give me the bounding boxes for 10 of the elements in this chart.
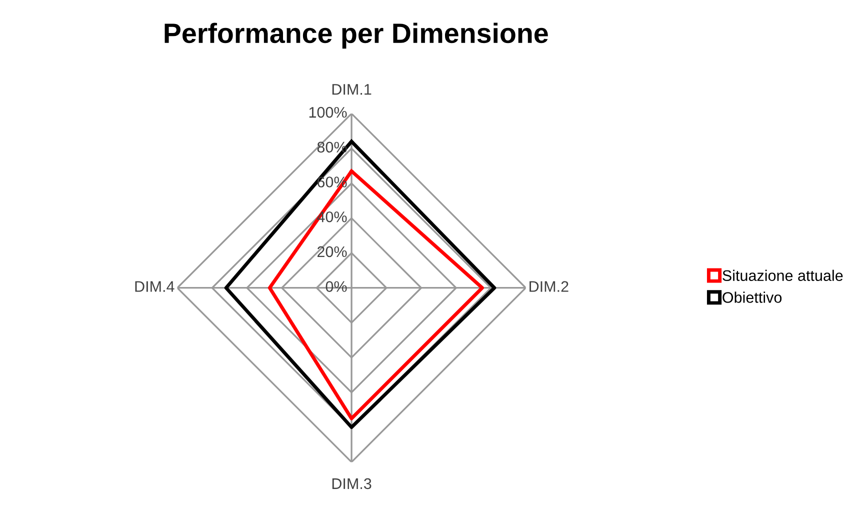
spoke-label: DIM.3 (332, 478, 372, 490)
y-tick-label: 100% (309, 106, 347, 118)
y-tick-label: 0% (326, 281, 347, 292)
chart-title: Performance per Dimensione (164, 22, 548, 49)
spoke-label: DIM.4 (135, 281, 174, 292)
legend-label: Situazione attuale (722, 270, 843, 282)
spoke-label: DIM.2 (530, 281, 568, 292)
spoke-label: DIM.1 (332, 84, 372, 95)
legend-label: Obiettivo (722, 292, 782, 303)
y-tick-label: 20% (317, 246, 347, 258)
